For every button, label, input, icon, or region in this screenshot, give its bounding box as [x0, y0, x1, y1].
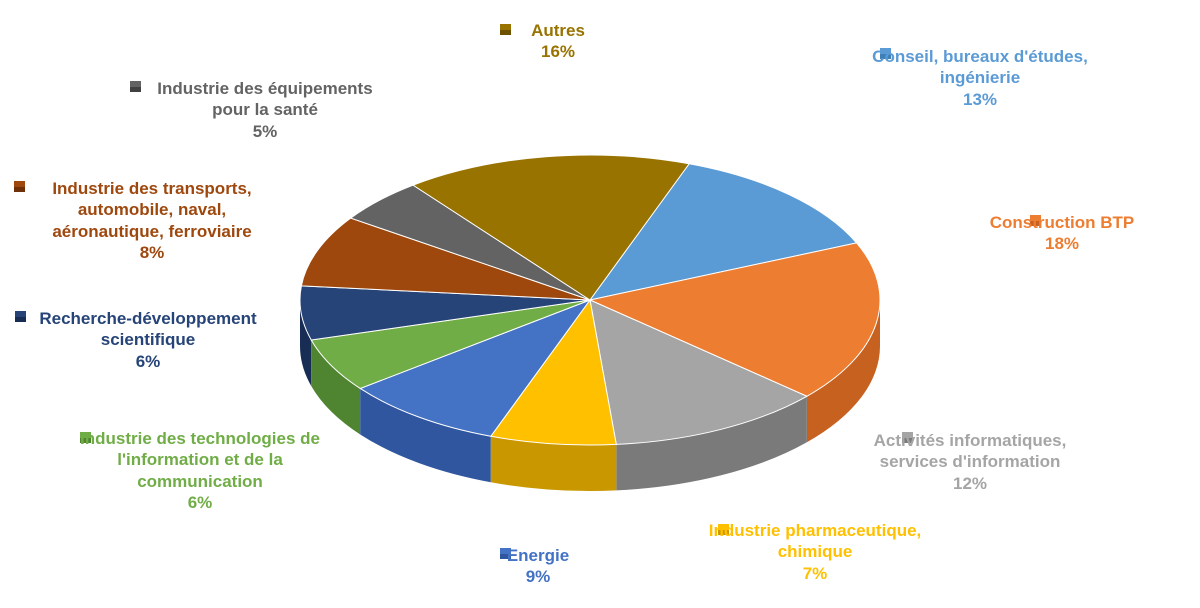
slice-label-line: scientifique	[28, 329, 268, 350]
slice-label-transports: Industrie des transports,automobile, nav…	[27, 178, 277, 263]
slice-label-line: Industrie des équipements	[140, 78, 390, 99]
slice-label-line: services d'information	[860, 451, 1080, 472]
slice-label-tic: Industrie des technologies del'informati…	[65, 428, 335, 513]
slice-label-line: chimique	[695, 541, 935, 562]
slice-label-line: Industrie des transports,	[27, 178, 277, 199]
slice-label-energie: Energie9%	[468, 545, 608, 588]
slice-label-line: l'information et de la	[65, 449, 335, 470]
slice-label-line: ingénierie	[870, 67, 1090, 88]
slice-label-recherche: Recherche-développementscientifique6%	[28, 308, 268, 372]
slice-percent: 6%	[65, 492, 335, 513]
slice-label-line: Recherche-développement	[28, 308, 268, 329]
slice-label-line: Activités informatiques,	[860, 430, 1080, 451]
slice-percent: 5%	[140, 121, 390, 142]
legend-marker-recherche	[15, 311, 26, 322]
slice-label-line: automobile, naval,	[27, 199, 277, 220]
slice-label-line: Construction BTP	[982, 212, 1142, 233]
slice-label-line: Industrie des technologies de	[65, 428, 335, 449]
slice-label-line: Conseil, bureaux d'études,	[870, 46, 1090, 67]
slice-label-sante: Industrie des équipementspour la santé5%	[140, 78, 390, 142]
slice-percent: 12%	[860, 473, 1080, 494]
slice-label-autres: Autres16%	[488, 20, 628, 63]
slice-label-line: Industrie pharmaceutique,	[695, 520, 935, 541]
slice-percent: 16%	[488, 41, 628, 62]
slice-label-line: Energie	[468, 545, 608, 566]
slice-percent: 9%	[468, 566, 608, 587]
slice-label-line: pour la santé	[140, 99, 390, 120]
slice-label-informatique: Activités informatiques,services d'infor…	[860, 430, 1080, 494]
slice-percent: 6%	[28, 351, 268, 372]
pie-chart-3d: Conseil, bureaux d'études,ingénierie13%C…	[0, 0, 1200, 608]
slice-percent: 7%	[695, 563, 935, 584]
slice-label-construction: Construction BTP18%	[982, 212, 1142, 255]
slice-label-line: communication	[65, 471, 335, 492]
slice-percent: 13%	[870, 89, 1090, 110]
slice-label-conseil: Conseil, bureaux d'études,ingénierie13%	[870, 46, 1090, 110]
slice-label-line: aéronautique, ferroviaire	[27, 221, 277, 242]
slice-label-line: Autres	[488, 20, 628, 41]
slice-percent: 18%	[982, 233, 1142, 254]
slice-percent: 8%	[27, 242, 277, 263]
legend-marker-transports	[14, 181, 25, 192]
slice-label-pharma: Industrie pharmaceutique,chimique7%	[695, 520, 935, 584]
